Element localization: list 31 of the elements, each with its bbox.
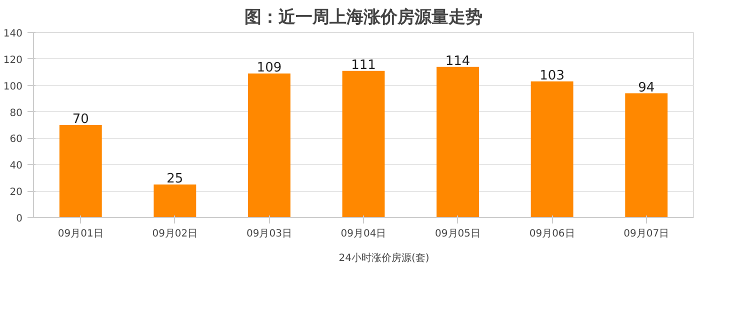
data-label: 70 bbox=[72, 112, 89, 127]
y-tick-label: 140 bbox=[3, 28, 23, 40]
data-label: 111 bbox=[351, 58, 376, 73]
y-tick-label: 40 bbox=[10, 160, 23, 172]
bar bbox=[530, 81, 574, 218]
y-tick-label: 60 bbox=[10, 134, 23, 146]
y-tick-label: 20 bbox=[10, 187, 23, 198]
chart-title: 图：近一周上海涨价房源量走势 bbox=[244, 8, 482, 28]
y-tick-label: 80 bbox=[10, 108, 23, 119]
x-tick-label: 09月02日 bbox=[152, 228, 198, 240]
data-label: 94 bbox=[638, 80, 655, 96]
x-tick-label: 09月04日 bbox=[340, 228, 386, 240]
x-tick-label: 09月07日 bbox=[624, 228, 670, 240]
text: 24小时涨价房源(套) bbox=[338, 252, 430, 265]
y-tick-label: 0 bbox=[16, 214, 23, 224]
data-label: 109 bbox=[256, 60, 282, 76]
bar bbox=[154, 184, 196, 218]
bar bbox=[342, 70, 385, 218]
bar bbox=[59, 125, 102, 218]
bar bbox=[248, 73, 290, 218]
data-label: 103 bbox=[540, 68, 564, 84]
y-tick-label: 120 bbox=[3, 54, 23, 66]
data-label: 25 bbox=[166, 171, 184, 186]
bar bbox=[436, 66, 479, 218]
y-tick-label: 100 bbox=[3, 81, 23, 92]
x-tick-label: 09月03日 bbox=[246, 228, 292, 240]
x-tick-label: 09月06日 bbox=[529, 228, 575, 240]
x-tick-label: 09月05日 bbox=[435, 228, 481, 240]
bar bbox=[625, 93, 668, 218]
data-label: 114 bbox=[445, 54, 470, 69]
x-tick-label: 09月01日 bbox=[58, 228, 104, 240]
